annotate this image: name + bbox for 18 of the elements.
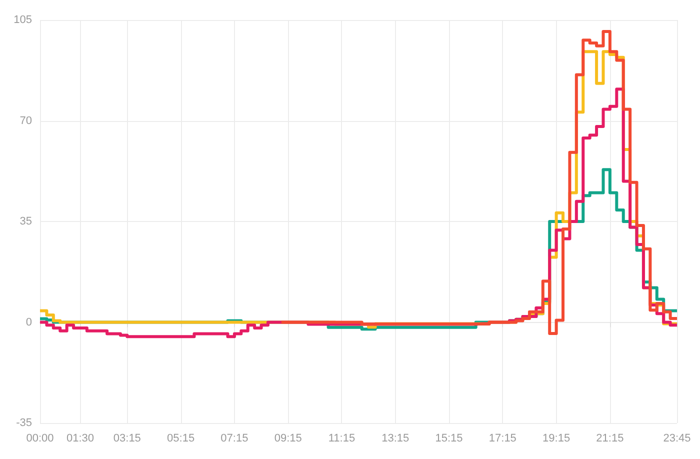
x-tick-label: 13:15 bbox=[382, 432, 410, 444]
y-tick-label: 70 bbox=[20, 114, 32, 127]
x-tick-label: 19:15 bbox=[542, 432, 570, 444]
y-tick-label: -35 bbox=[16, 417, 32, 429]
x-tick-label: 21:15 bbox=[596, 432, 624, 444]
x-tick-label: 15:15 bbox=[435, 432, 463, 444]
y-tick-label: 0 bbox=[26, 316, 32, 328]
x-tick-label: 11:15 bbox=[328, 432, 356, 444]
x-tick-label: 17:15 bbox=[488, 432, 516, 444]
x-tick-label: 07:15 bbox=[220, 432, 248, 444]
x-tick-label: 09:15 bbox=[274, 432, 302, 444]
x-tick-label: 03:15 bbox=[113, 432, 141, 444]
x-tick-label: 05:15 bbox=[167, 432, 195, 444]
x-tick-label: 01:30 bbox=[66, 432, 94, 444]
y-tick-label: 35 bbox=[20, 216, 32, 228]
x-tick-label: 23:45 bbox=[663, 432, 691, 444]
x-tick-label: 00:00 bbox=[26, 432, 54, 444]
y-tick-label: 105 bbox=[14, 14, 32, 26]
